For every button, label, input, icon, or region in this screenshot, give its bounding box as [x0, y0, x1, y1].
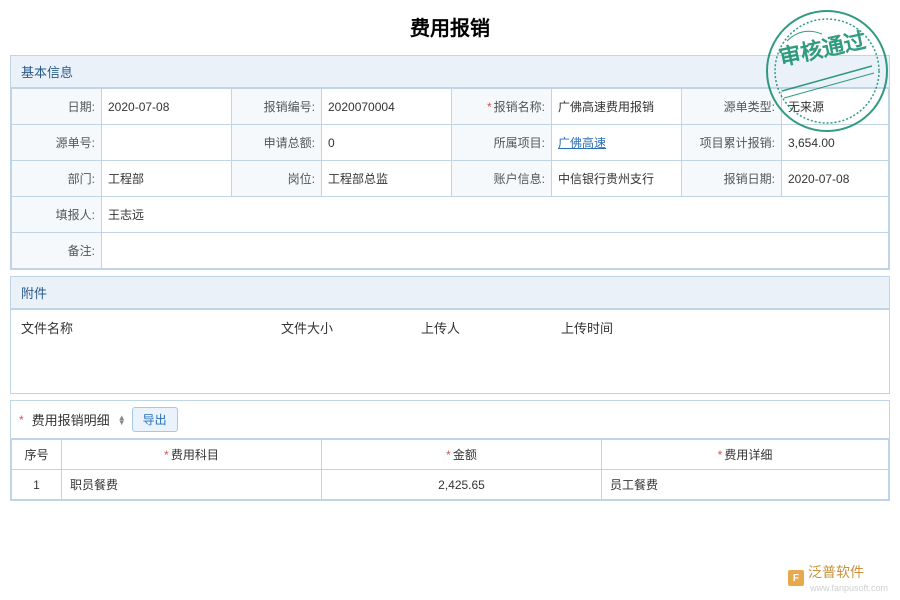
sort-icon[interactable]: ▲▼ — [118, 415, 126, 425]
value-remark — [102, 233, 889, 269]
label-srctype: 源单类型: — [682, 89, 782, 125]
value-code: 2020070004 — [322, 89, 452, 125]
label-date: 日期: — [12, 89, 102, 125]
value-projtotal: 3,654.00 — [782, 125, 889, 161]
value-project: 广佛高速 — [552, 125, 682, 161]
basic-info-panel: 基本信息 日期: 2020-07-08 报销编号: 2020070004 *报销… — [10, 55, 890, 270]
value-dept: 工程部 — [102, 161, 232, 197]
details-panel: * 费用报销明细 ▲▼ 导出 序号 *费用科目 *金额 *费用详细 1 职员餐费… — [10, 400, 890, 501]
label-name: *报销名称: — [452, 89, 552, 125]
label-projtotal: 项目累计报销: — [682, 125, 782, 161]
page-title: 费用报销 — [0, 0, 900, 49]
attachments-table: 文件名称 文件大小 上传人 上传时间 — [11, 309, 889, 393]
cell-detail: 员工餐费 — [602, 470, 889, 500]
attachments-header: 附件 — [11, 277, 889, 309]
value-srctype: 无来源 — [782, 89, 889, 125]
details-table: 序号 *费用科目 *金额 *费用详细 1 职员餐费 2,425.65 员工餐费 — [11, 439, 889, 500]
label-project: 所属项目: — [452, 125, 552, 161]
label-dept: 部门: — [12, 161, 102, 197]
info-row: 填报人: 王志远 — [12, 197, 889, 233]
value-srcno — [102, 125, 232, 161]
value-name: 广佛高速费用报销 — [552, 89, 682, 125]
value-account: 中信银行贵州支行 — [552, 161, 682, 197]
label-account: 账户信息: — [452, 161, 552, 197]
info-row: 源单号: 申请总额: 0 所属项目: 广佛高速 项目累计报销: 3,654.00 — [12, 125, 889, 161]
label-srcno: 源单号: — [12, 125, 102, 161]
attachments-panel: 附件 文件名称 文件大小 上传人 上传时间 — [10, 276, 890, 394]
watermark-brand: 泛普软件 — [808, 564, 864, 580]
table-row: 1 职员餐费 2,425.65 员工餐费 — [12, 470, 889, 500]
label-code: 报销编号: — [232, 89, 322, 125]
label-applytotal: 申请总额: — [232, 125, 322, 161]
value-reimbursedate: 2020-07-08 — [782, 161, 889, 197]
basic-info-header: 基本信息 — [11, 56, 889, 88]
col-amount: *金额 — [322, 440, 602, 470]
value-applytotal: 0 — [322, 125, 452, 161]
cell-amount: 2,425.65 — [322, 470, 602, 500]
cell-seq: 1 — [12, 470, 62, 500]
details-title: 费用报销明细 — [32, 410, 110, 429]
value-reporter: 王志远 — [102, 197, 889, 233]
project-link[interactable]: 广佛高速 — [558, 136, 606, 150]
details-header: * 费用报销明细 ▲▼ 导出 — [11, 401, 889, 439]
value-date: 2020-07-08 — [102, 89, 232, 125]
attach-col-uploader: 上传人 — [411, 310, 551, 346]
export-button[interactable]: 导出 — [132, 407, 178, 432]
label-remark: 备注: — [12, 233, 102, 269]
cell-subject: 职员餐费 — [62, 470, 322, 500]
label-reimbursedate: 报销日期: — [682, 161, 782, 197]
attach-col-time: 上传时间 — [551, 310, 889, 346]
info-row: 日期: 2020-07-08 报销编号: 2020070004 *报销名称: 广… — [12, 89, 889, 125]
col-detail: *费用详细 — [602, 440, 889, 470]
label-reporter: 填报人: — [12, 197, 102, 233]
value-post: 工程部总监 — [322, 161, 452, 197]
attach-col-name: 文件名称 — [11, 310, 271, 346]
label-post: 岗位: — [232, 161, 322, 197]
attach-col-size: 文件大小 — [271, 310, 411, 346]
required-mark: * — [19, 413, 24, 427]
basic-info-table: 日期: 2020-07-08 报销编号: 2020070004 *报销名称: 广… — [11, 88, 889, 269]
attach-empty — [11, 345, 889, 393]
watermark-logo-icon: F — [788, 570, 804, 586]
info-row: 部门: 工程部 岗位: 工程部总监 账户信息: 中信银行贵州支行 报销日期: 2… — [12, 161, 889, 197]
watermark-url: www.fanpusoft.com — [810, 583, 888, 593]
watermark: F 泛普软件 www.fanpusoft.com — [788, 562, 888, 594]
col-subject: *费用科目 — [62, 440, 322, 470]
col-seq: 序号 — [12, 440, 62, 470]
info-row: 备注: — [12, 233, 889, 269]
